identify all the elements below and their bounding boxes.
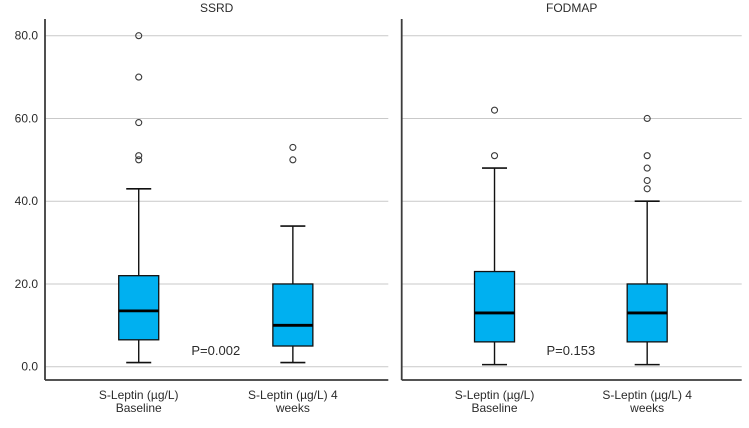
outlier-point bbox=[490, 152, 499, 160]
x-tick-label-line2: weeks bbox=[629, 401, 664, 415]
outlier-point bbox=[643, 176, 651, 185]
boxplot-group bbox=[473, 106, 516, 366]
outlier-point bbox=[289, 143, 297, 151]
outlier-point bbox=[135, 32, 143, 40]
y-tick-label: 80.0 bbox=[15, 29, 39, 43]
outlier-point bbox=[135, 152, 143, 160]
boxplot-group bbox=[272, 143, 314, 364]
panel-title: FODMAP bbox=[546, 1, 597, 15]
y-tick-label: 40.0 bbox=[15, 194, 39, 208]
x-tick-label-line2: weeks bbox=[275, 401, 310, 415]
outlier-point bbox=[643, 164, 651, 172]
p-value-label: P=0.153 bbox=[546, 343, 595, 358]
x-tick-label-line1: S-Leptin (µg/L) 4 bbox=[602, 388, 692, 402]
panel-fodmap bbox=[400, 19, 742, 381]
x-tick-label-line2: Baseline bbox=[116, 401, 162, 415]
outlier-point bbox=[289, 156, 297, 164]
y-tick-label: 20.0 bbox=[15, 277, 39, 291]
outlier-point bbox=[643, 152, 651, 160]
x-tick-label-line2: Baseline bbox=[472, 401, 518, 415]
boxplot-box bbox=[473, 270, 516, 343]
outlier-point bbox=[643, 185, 651, 193]
outlier-point bbox=[643, 114, 651, 122]
outlier-point bbox=[135, 119, 143, 127]
panel-title: SSRD bbox=[200, 1, 234, 15]
boxplot-group bbox=[626, 114, 668, 366]
y-tick-label: 60.0 bbox=[15, 111, 39, 125]
panel-ssrd bbox=[44, 19, 389, 381]
outlier-point bbox=[135, 73, 143, 81]
boxplot-group bbox=[118, 32, 160, 364]
p-value-label: P=0.002 bbox=[191, 343, 240, 358]
y-tick-label: 0.0 bbox=[21, 360, 38, 374]
x-tick-label-line1: S-Leptin (µg/L) bbox=[455, 388, 535, 402]
boxplot-box bbox=[118, 275, 160, 341]
outlier-point bbox=[135, 156, 143, 164]
boxplot-box bbox=[272, 283, 314, 347]
outlier-point bbox=[490, 106, 499, 114]
x-tick-label-line1: S-Leptin (µg/L) bbox=[99, 388, 179, 402]
x-tick-label-line1: S-Leptin (µg/L) 4 bbox=[248, 388, 338, 402]
